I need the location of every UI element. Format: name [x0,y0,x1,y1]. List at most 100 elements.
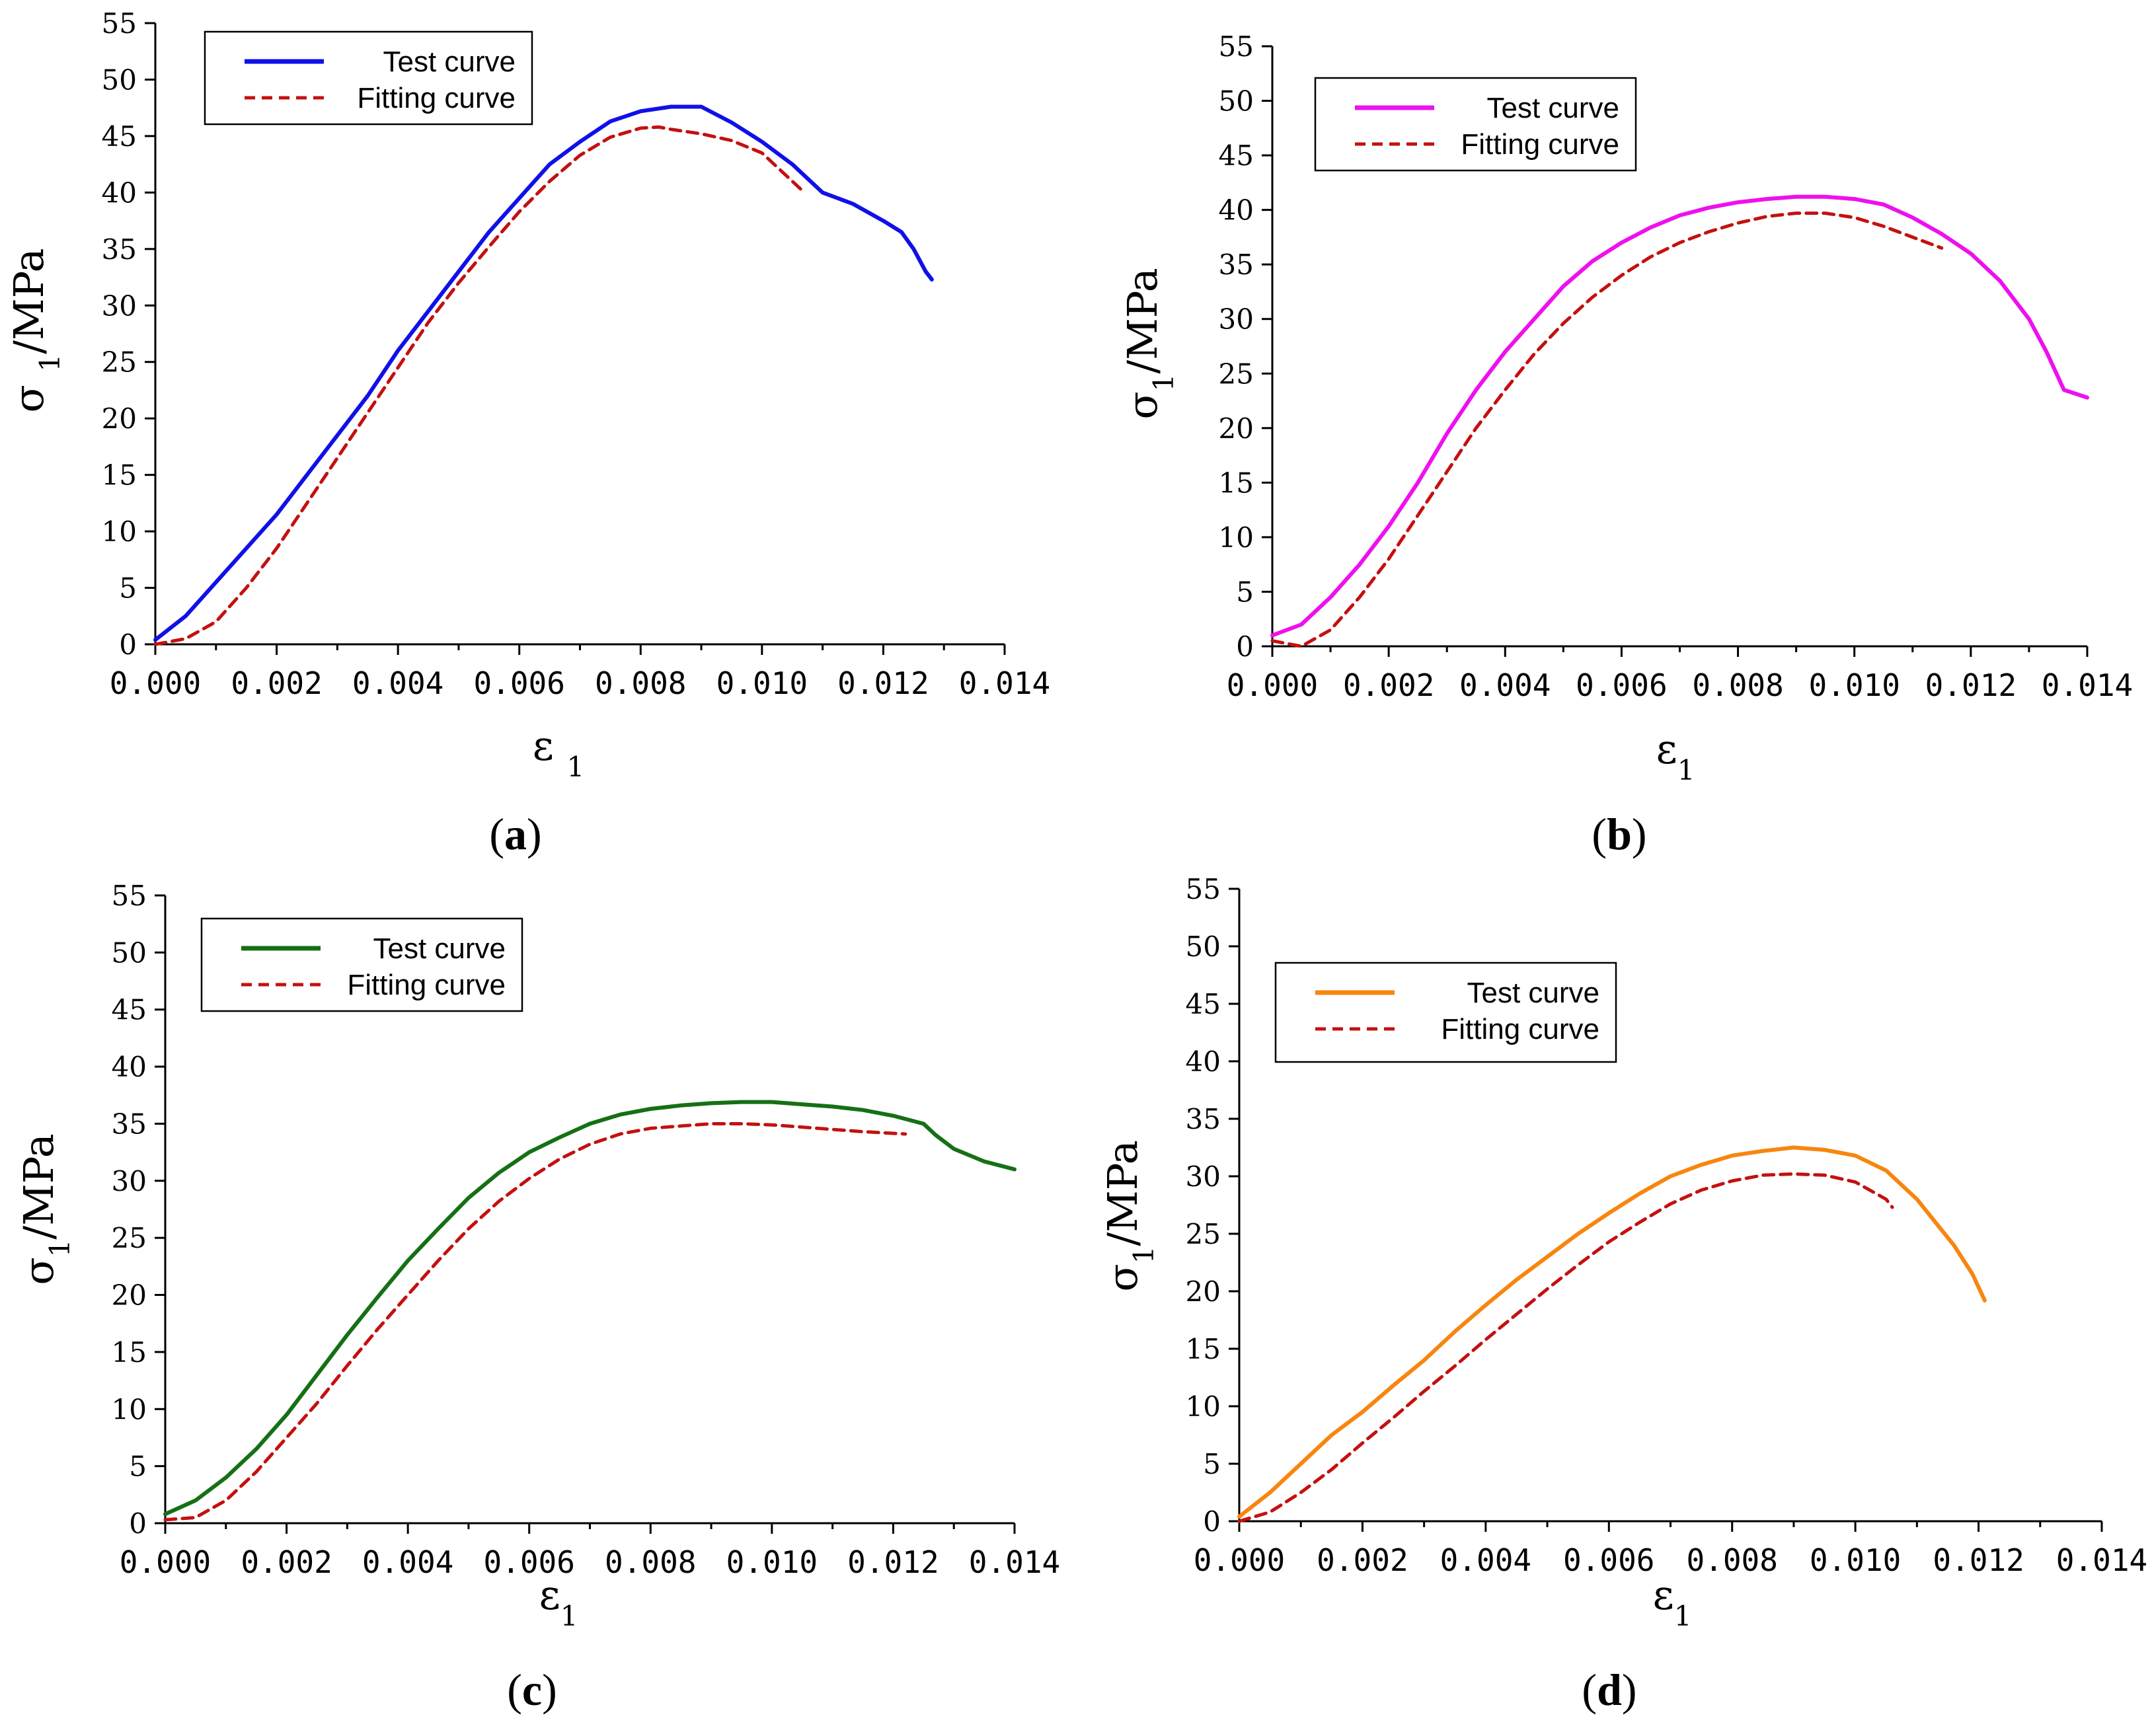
legend-box [200,917,523,1012]
y-tick-label: 20 [112,1279,147,1312]
x-axis-label: ε 1 [533,722,585,783]
legend: Test curve Fitting curve [204,30,533,126]
y-tick-label: 10 [1219,521,1254,554]
legend-label: Test curve [383,46,516,78]
y-tick-label: 55 [112,880,147,912]
x-tick-label: 0.008 [1686,1542,1777,1578]
y-tick-label: 50 [112,936,147,969]
y-tick-label: 55 [102,7,137,40]
y-tick-label: 50 [1186,930,1221,963]
x-tick-label: 0.014 [969,1544,1060,1580]
panels: 0.000 0.002 0.004 0.006 0.008 0.010 0.012 0.014… [5,7,2147,1715]
x-tick-label: 0.006 [473,665,564,701]
y-tick-label: 55 [1186,873,1221,905]
y-tick-label: 10 [102,515,137,548]
y-tick-label: 0 [129,1507,147,1540]
x-tick-label: 0.004 [362,1544,453,1580]
x-tick-label: 0.002 [231,665,322,701]
legend-label: Fitting curve [1461,128,1619,161]
x-tick-label: 0.004 [352,665,443,701]
x-tick-label: 0.012 [1925,667,2017,703]
legend-label: Test curve [1486,92,1619,124]
legend: Test curve Fitting curve [1274,962,1617,1063]
legend: Test curve Fitting curve [200,917,523,1012]
legend-label: Fitting curve [357,82,516,114]
legend-box [1274,962,1617,1063]
x-tick-label: 0.012 [1933,1542,2024,1578]
panel-b: 0.000 0.002 0.004 0.006 0.008 0.010 0.012 0.014… [1118,30,2133,859]
y-tick-label: 15 [1186,1333,1221,1365]
y-tick-label: 30 [102,289,137,322]
x-tick-label: 0.010 [1808,667,1900,703]
x-tick-label: 0.008 [1692,667,1783,703]
y-tick-label: 35 [1186,1103,1221,1135]
y-tick-label: 50 [1219,85,1254,118]
x-axis-label: ε1 [1656,725,1695,786]
y-tick-label: 5 [1203,1448,1221,1480]
y-tick-label: 15 [1219,467,1254,499]
panel-c: 0.000 0.002 0.004 0.006 0.008 0.010 0.012 0.014… [15,880,1060,1715]
y-tick-label: 40 [102,176,137,209]
x-tick-label: 0.006 [1576,667,1667,703]
y-tick-label: 15 [102,459,137,492]
y-axis-label: σ 1/MPa [5,248,66,412]
x-axis-label: ε1 [1653,1571,1692,1632]
x-tick-label: 0.002 [241,1544,332,1580]
panel-label: (b) [1592,809,1646,859]
series-line-test-curve [1237,1145,1987,1519]
y-tick-label: 5 [1236,576,1254,608]
y-tick-label: 40 [1186,1045,1221,1078]
y-tick-label: 5 [119,572,137,605]
y-tick-label: 45 [112,994,147,1026]
y-tick-label: 45 [1186,988,1221,1020]
y-tick-label: 35 [1219,248,1254,281]
x-tick-label: 0.014 [2042,667,2133,703]
x-tick-label: 0.000 [1227,667,1318,703]
y-tick-label: 20 [102,402,137,435]
y-tick-label: 25 [112,1222,147,1254]
x-tick-label: 0.008 [595,665,686,701]
y-tick-label: 25 [1219,358,1254,390]
x-tick-label: 0.012 [837,665,929,701]
x-tick-label: 0.008 [605,1544,696,1580]
series-line-test-curve [1270,194,2089,638]
series-line-test-curve [163,1100,1017,1517]
y-tick-label: 45 [1219,139,1254,172]
legend: Test curve Fitting curve [1314,77,1637,172]
y-axis-label: σ1/MPa [1118,268,1180,419]
y-tick-label: 30 [1186,1160,1221,1193]
x-tick-label: 0.000 [1194,1542,1285,1578]
y-axis-label: σ1/MPa [1098,1140,1160,1291]
y-tick-label: 20 [1219,412,1254,445]
y-tick-label: 25 [1186,1218,1221,1250]
x-tick-label: 0.000 [110,665,201,701]
y-tick-label: 35 [102,233,137,266]
y-tick-label: 20 [1186,1275,1221,1308]
x-tick-label: 0.010 [716,665,808,701]
panel-label: (a) [489,809,541,859]
panel-d: 0.000 0.002 0.004 0.006 0.008 0.010 0.012 0.014… [1098,873,2147,1715]
panel-label: (d) [1582,1665,1636,1715]
x-tick-label: 0.014 [959,665,1050,701]
y-tick-label: 10 [1186,1390,1221,1423]
y-tick-label: 40 [112,1051,147,1083]
y-tick-label: 0 [1236,630,1254,663]
series-line-fitting-curve [1237,1172,1894,1523]
y-tick-label: 45 [102,120,137,153]
y-tick-label: 5 [129,1451,147,1483]
x-axis-label: ε1 [539,1571,578,1632]
x-tick-label: 0.006 [1563,1542,1654,1578]
y-tick-label: 30 [112,1165,147,1197]
y-axis-label: σ1/MPa [15,1133,76,1285]
legend-box [204,30,533,126]
y-tick-label: 15 [112,1336,147,1369]
y-tick-label: 35 [112,1108,147,1140]
y-tick-label: 0 [119,628,137,661]
series-line-fitting-curve [1270,211,1944,648]
legend-label: Fitting curve [347,969,506,1001]
series-line-test-curve [153,104,934,642]
x-tick-label: 0.004 [1459,667,1551,703]
x-tick-label: 0.006 [483,1544,574,1580]
x-tick-label: 0.002 [1317,1542,1408,1578]
